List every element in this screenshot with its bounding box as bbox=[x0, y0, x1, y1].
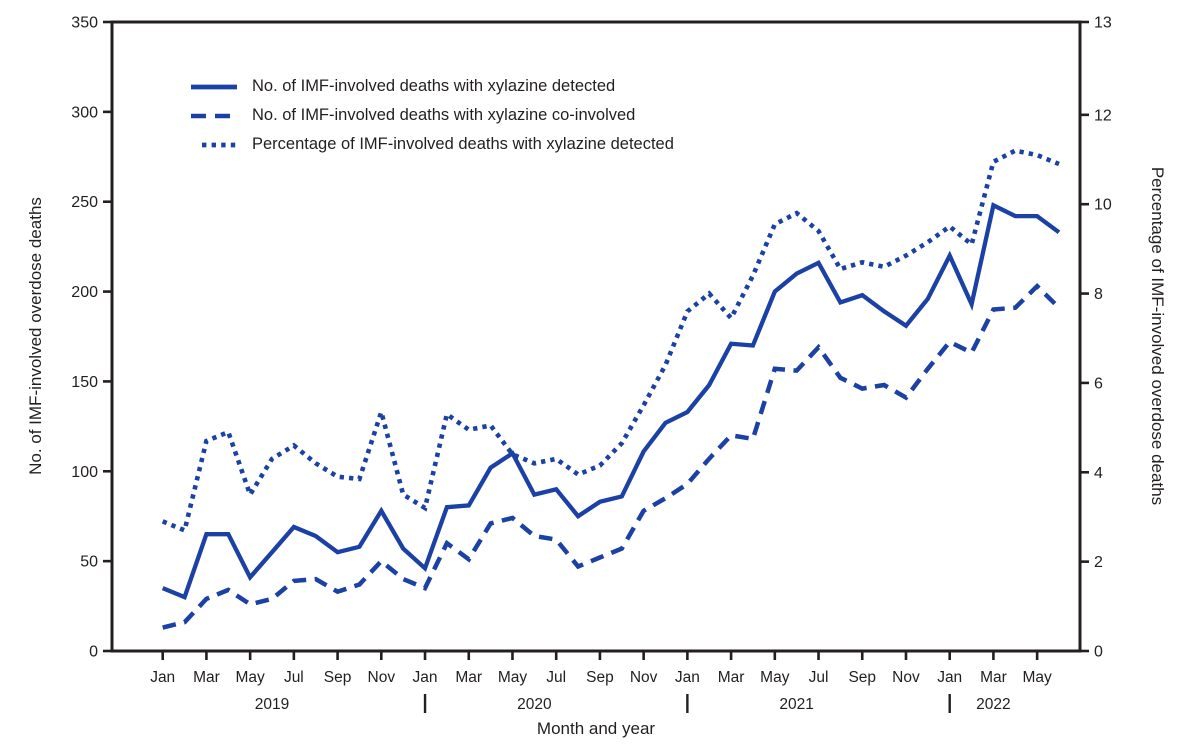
x-year-label: 2021 bbox=[779, 696, 813, 713]
series-line-0 bbox=[161, 202, 1061, 600]
y-left-tick-label: 150 bbox=[71, 374, 98, 391]
x-tick-label: Nov bbox=[630, 669, 658, 686]
y-right-tick-label: 2 bbox=[1094, 554, 1103, 571]
series-line-1 bbox=[162, 283, 1061, 630]
x-tick-label: Jan bbox=[937, 669, 962, 686]
legend-label: No. of IMF-involved deaths with xylazine… bbox=[252, 106, 636, 124]
x-tick-label: Nov bbox=[368, 669, 396, 686]
series-line-2 bbox=[161, 148, 1060, 534]
x-tick-label: Mar bbox=[455, 669, 482, 686]
x-axis-title: Month and year bbox=[536, 719, 656, 738]
y-axis-left-title: No. of IMF-involved overdose deaths bbox=[26, 197, 45, 475]
legend-label: Percentage of IMF-involved deaths with x… bbox=[252, 135, 674, 153]
dashed-line-swatch-icon bbox=[191, 113, 237, 118]
x-tick-label: Jul bbox=[284, 669, 304, 686]
x-tick-label: Jan bbox=[413, 669, 438, 686]
x-tick-label: Mar bbox=[193, 669, 220, 686]
y-right-tick-label: 0 bbox=[1094, 644, 1103, 661]
y-left-tick-label: 100 bbox=[71, 464, 98, 481]
solid-line-swatch-icon bbox=[191, 84, 237, 89]
x-tick-label: May bbox=[1022, 669, 1052, 686]
plot-frame bbox=[110, 20, 1082, 653]
x-year-label: 2020 bbox=[517, 696, 552, 713]
y-right-top-tick-label: 13 bbox=[1094, 15, 1112, 32]
x-tick-label: May bbox=[760, 669, 790, 686]
y-left-tick-label: 300 bbox=[71, 104, 98, 121]
y-right-tick-label: 8 bbox=[1094, 286, 1103, 303]
y-left-tick-label: 250 bbox=[71, 194, 98, 211]
legend-item-co-involved: No. of IMF-involved deaths with xylazine… bbox=[189, 101, 674, 130]
legend-label: No. of IMF-involved deaths with xylazine… bbox=[252, 77, 616, 95]
x-tick-label: Jan bbox=[675, 669, 700, 686]
x-tick-label: May bbox=[235, 669, 265, 686]
y-left-tick-label: 50 bbox=[80, 554, 98, 571]
x-tick-label: Sep bbox=[848, 669, 876, 686]
y-left-tick-label: 350 bbox=[71, 15, 98, 32]
legend-item-detected: No. of IMF-involved deaths with xylazine… bbox=[189, 72, 674, 101]
y-left-tick-label: 0 bbox=[89, 644, 98, 661]
x-tick-label: Nov bbox=[892, 669, 920, 686]
legend-item-percentage: Percentage of IMF-involved deaths with x… bbox=[189, 130, 674, 159]
x-tick-label: Jan bbox=[150, 669, 175, 686]
y-right-tick-label: 12 bbox=[1094, 107, 1112, 124]
x-tick-label: Sep bbox=[324, 669, 352, 686]
dotted-line-swatch-icon bbox=[202, 142, 237, 147]
x-tick-label: Jul bbox=[546, 669, 566, 686]
x-tick-label: Sep bbox=[586, 669, 614, 686]
x-year-label: 2019 bbox=[255, 696, 289, 713]
legend: No. of IMF-involved deaths with xylazine… bbox=[189, 72, 674, 159]
y-right-tick-label: 6 bbox=[1094, 375, 1103, 392]
y-right-tick-label: 10 bbox=[1094, 197, 1112, 214]
y-left-tick-label: 200 bbox=[71, 284, 98, 301]
y-axis-right-title: Percentage of IMF-involved overdose deat… bbox=[1148, 166, 1167, 506]
x-year-label: 2022 bbox=[976, 696, 1010, 713]
x-tick-label: May bbox=[498, 669, 528, 686]
x-tick-label: Mar bbox=[718, 669, 745, 686]
x-tick-label: Jul bbox=[809, 669, 829, 686]
x-tick-label: Mar bbox=[980, 669, 1007, 686]
y-right-tick-label: 4 bbox=[1094, 465, 1103, 482]
